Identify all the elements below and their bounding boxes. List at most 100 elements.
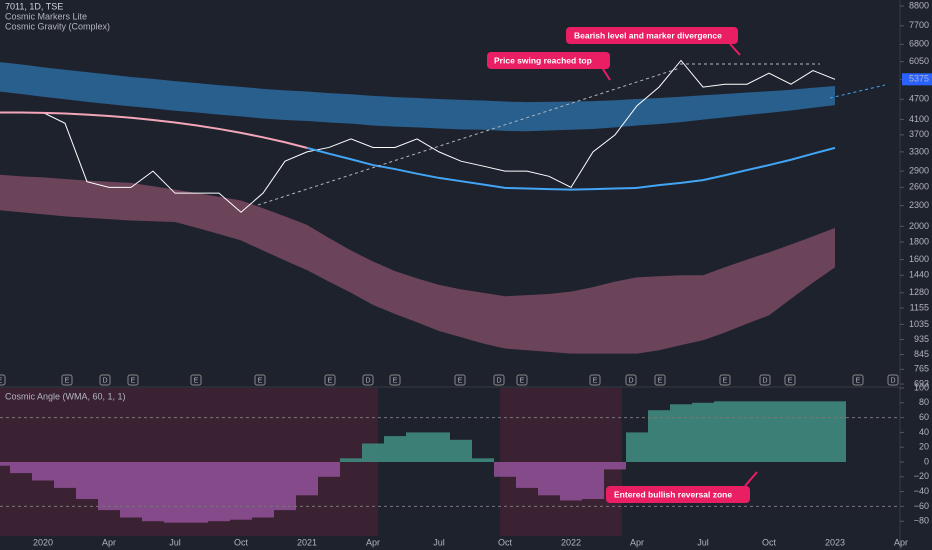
bar [758,401,780,462]
x-tick-label: Apr [366,537,380,547]
trend-line [257,67,681,206]
bar [362,443,384,462]
indicator-name: Cosmic Markers Lite [5,11,87,21]
y-tick-label: 7700 [909,20,929,30]
bar [120,462,142,518]
y-tick-label: −20 [914,471,929,481]
event-label: E [131,377,136,384]
bar [0,462,10,466]
annotation: Price swing reached top [494,55,592,65]
band [0,174,835,354]
y-tick-label: 100 [914,382,929,392]
y-tick-label: 2600 [909,182,929,192]
line [0,111,308,149]
annotation: Entered bullish reversal zone [614,489,732,499]
bar [186,462,208,523]
bar [824,401,846,462]
y-tick-label: 20 [919,442,929,452]
y-tick-label: −40 [914,486,929,496]
event-label: D [102,377,107,384]
event-label: E [520,377,525,384]
bar [142,462,164,522]
bar [450,439,472,462]
y-tick-label: 60 [919,412,929,422]
event-icon [654,374,666,386]
bar [318,462,340,477]
bar [736,401,758,462]
annotation-box [606,486,750,503]
event-label: E [65,377,70,384]
event-label: E [0,377,3,384]
event-icon [61,374,73,386]
event-label: D [628,377,633,384]
bar [560,462,582,501]
price-label-bg [902,73,932,86]
y-tick-label: 3700 [909,129,929,139]
bar [230,462,252,520]
x-tick-label: Oct [498,537,513,547]
line [0,59,836,213]
x-tick-label: 2022 [561,537,581,547]
event-icon [99,374,111,386]
annotation-box [487,52,610,69]
bar [538,462,560,496]
line [306,146,836,191]
bar [384,436,406,462]
bar [252,462,274,518]
bar [98,462,120,511]
y-tick-label: 80 [919,397,929,407]
y-tick-label: 2000 [909,221,929,231]
symbol-title: 7011, 1D, TSE [5,1,63,11]
bar [164,462,186,523]
event-icon [589,374,601,386]
event-label: E [194,377,199,384]
event-label: E [593,377,598,384]
bar [296,462,318,496]
y-tick-label: 1280 [909,287,929,297]
x-tick-label: 2021 [297,537,317,547]
y-tick-label: 4700 [909,94,929,104]
event-icon [127,374,139,386]
bar [208,462,230,522]
event-icon [719,374,731,386]
event-icon [389,374,401,386]
event-icon [190,374,202,386]
x-tick-label: Jul [697,537,709,547]
y-tick-label: −60 [914,501,929,511]
x-tick-label: Oct [234,537,249,547]
y-tick-label: 40 [919,427,929,437]
band [0,62,835,132]
event-icon [759,374,771,386]
y-tick-label: 765 [914,364,929,374]
y-tick-label: 935 [914,334,929,344]
annotation-pointer [602,68,611,81]
x-tick-label: Apr [630,537,644,547]
annotation-pointer [729,43,741,56]
event-label: E [723,377,728,384]
bar [428,432,450,462]
event-label: E [788,377,793,384]
bar [32,462,54,481]
event-icon [324,374,336,386]
y-tick-label: 0 [924,456,929,466]
y-tick-label: 5375 [909,74,929,84]
y-tick-label: 845 [914,349,929,359]
annotation-box [566,27,738,44]
event-icon [852,374,864,386]
event-icon [493,374,505,386]
event-icon [784,374,796,386]
bar [472,458,494,462]
event-label: E [393,377,398,384]
event-icon [625,374,637,386]
event-icon [362,374,374,386]
y-tick-label: −80 [914,516,929,526]
y-tick-label: 6800 [909,39,929,49]
event-label: E [328,377,333,384]
event-label: D [890,377,895,384]
y-tick-label: 693 [914,378,929,388]
event-label: D [496,377,501,384]
y-tick-label: 6050 [909,56,929,66]
bar [494,462,516,477]
y-tick-label: 1440 [909,270,929,280]
